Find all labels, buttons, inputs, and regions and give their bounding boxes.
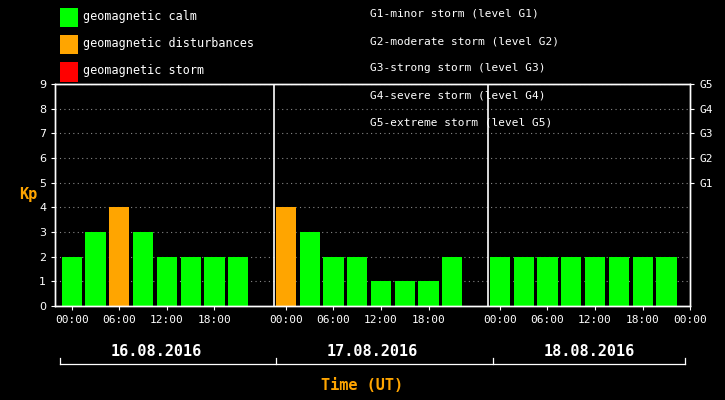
Bar: [157, 257, 177, 306]
Bar: [394, 281, 415, 306]
Bar: [181, 257, 201, 306]
Bar: [609, 257, 629, 306]
Text: 16.08.2016: 16.08.2016: [110, 344, 202, 359]
Bar: [86, 232, 106, 306]
Bar: [418, 281, 439, 306]
Bar: [204, 257, 225, 306]
Text: G4-severe storm (level G4): G4-severe storm (level G4): [370, 90, 545, 100]
Bar: [299, 232, 320, 306]
Text: geomagnetic disturbances: geomagnetic disturbances: [83, 37, 254, 50]
Y-axis label: Kp: Kp: [19, 188, 37, 202]
Text: geomagnetic calm: geomagnetic calm: [83, 10, 197, 23]
Bar: [656, 257, 676, 306]
Bar: [490, 257, 510, 306]
Bar: [513, 257, 534, 306]
Text: Time (UT): Time (UT): [321, 378, 404, 393]
Bar: [585, 257, 605, 306]
Text: 17.08.2016: 17.08.2016: [327, 344, 418, 359]
Text: G3-strong storm (level G3): G3-strong storm (level G3): [370, 63, 545, 73]
Text: G2-moderate storm (level G2): G2-moderate storm (level G2): [370, 36, 559, 46]
Bar: [347, 257, 368, 306]
Bar: [371, 281, 391, 306]
Bar: [133, 232, 153, 306]
Bar: [632, 257, 653, 306]
Text: G5-extreme storm (level G5): G5-extreme storm (level G5): [370, 118, 552, 128]
Bar: [323, 257, 344, 306]
Text: geomagnetic storm: geomagnetic storm: [83, 64, 204, 77]
Bar: [228, 257, 249, 306]
Bar: [442, 257, 463, 306]
Bar: [109, 207, 130, 306]
Text: 18.08.2016: 18.08.2016: [544, 344, 635, 359]
Bar: [276, 207, 296, 306]
Bar: [561, 257, 581, 306]
Bar: [62, 257, 82, 306]
Bar: [537, 257, 558, 306]
Text: G1-minor storm (level G1): G1-minor storm (level G1): [370, 9, 539, 19]
